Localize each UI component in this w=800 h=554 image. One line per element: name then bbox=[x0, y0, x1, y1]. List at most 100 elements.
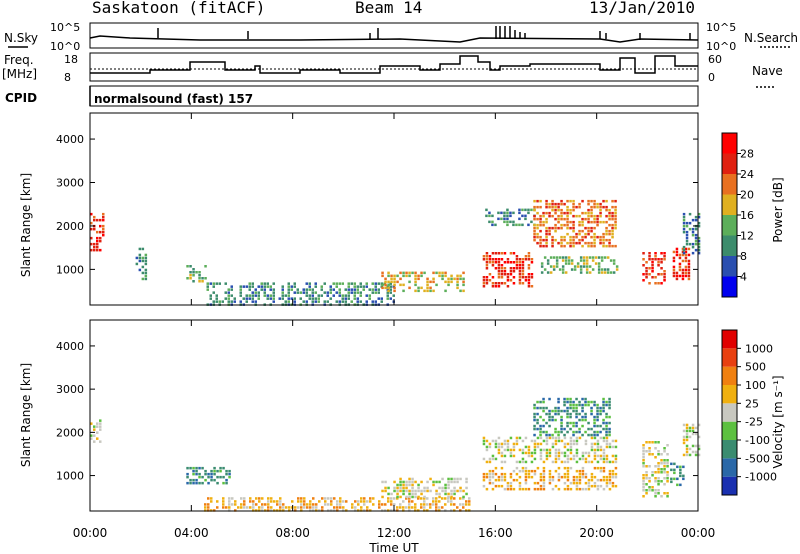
velocity-scatter-cell bbox=[551, 433, 554, 437]
velocity-scatter-cell bbox=[438, 480, 441, 484]
power-scatter-cell bbox=[503, 270, 507, 273]
velocity-scatter-cell bbox=[465, 492, 468, 496]
power-scatter-cell bbox=[506, 223, 509, 227]
power-scatter-cell bbox=[402, 274, 405, 278]
power-scatter-cell bbox=[263, 285, 266, 288]
power-scatter-cell bbox=[512, 252, 516, 255]
power-scatter-cell bbox=[524, 208, 527, 212]
velocity-scatter-cell bbox=[566, 442, 570, 446]
velocity-scatter-cell bbox=[596, 442, 600, 446]
power-scatter-cell bbox=[593, 214, 596, 218]
velocity-scatter-cell bbox=[441, 497, 444, 500]
velocity-scatter-cell bbox=[663, 477, 666, 480]
velocity-scatter-cell bbox=[500, 478, 504, 482]
power-tick-label: 4 bbox=[740, 271, 747, 284]
power-tick-label: 16 bbox=[740, 209, 754, 222]
power-scatter-cell bbox=[263, 294, 266, 297]
velocity-scatter-cell bbox=[578, 457, 582, 461]
power-scatter-cell bbox=[518, 211, 521, 215]
power-scatter-cell bbox=[518, 276, 522, 279]
velocity-scatter-cell bbox=[685, 423, 689, 427]
velocity-scatter-cell bbox=[602, 406, 605, 410]
velocity-scatter-cell bbox=[666, 465, 669, 468]
power-scatter-cell bbox=[697, 221, 701, 225]
power-scatter-cell bbox=[281, 294, 284, 297]
velocity-scatter-cell bbox=[405, 480, 408, 484]
power-scatter-cell bbox=[462, 271, 465, 275]
velocity-scatter-cell bbox=[694, 444, 698, 448]
power-scatter-cell bbox=[356, 300, 359, 303]
velocity-scatter-cell bbox=[488, 460, 492, 464]
velocity-scatter-cell bbox=[673, 477, 676, 481]
power-scatter-cell bbox=[600, 259, 604, 262]
velocity-scatter-cell bbox=[578, 403, 581, 407]
power-scatter-cell bbox=[485, 214, 488, 218]
power-scatter-cell bbox=[266, 294, 269, 297]
velocity-scatter-cell bbox=[408, 506, 411, 509]
power-scatter-cell bbox=[408, 286, 411, 290]
velocity-scatter-cell bbox=[408, 497, 411, 500]
power-scatter-cell bbox=[585, 262, 589, 265]
velocity-scatter-cell bbox=[411, 477, 414, 481]
velocity-scatter-cell bbox=[572, 475, 576, 479]
power-scatter-cell bbox=[518, 258, 522, 261]
velocity-scatter-cell bbox=[243, 500, 246, 503]
velocity-scatter-cell bbox=[605, 454, 609, 458]
velocity-scatter-cell bbox=[432, 500, 435, 503]
velocity-scatter-cell bbox=[654, 489, 657, 492]
power-scatter-cell bbox=[554, 202, 557, 206]
power-scatter-cell bbox=[359, 285, 362, 288]
power-scatter-cell bbox=[408, 274, 411, 278]
velocity-scatter-cell bbox=[488, 442, 492, 446]
power-scatter-cell bbox=[287, 294, 290, 297]
velocity-scatter-cell bbox=[590, 427, 593, 431]
power-scatter-cell bbox=[335, 300, 338, 303]
velocity-scatter-cell bbox=[593, 448, 597, 452]
power-scatter-cell bbox=[682, 251, 686, 255]
velocity-scatter-cell bbox=[676, 465, 679, 469]
power-scatter-cell bbox=[536, 199, 539, 203]
velocity-scatter-cell bbox=[279, 497, 282, 500]
power-scatter-cell bbox=[645, 273, 648, 276]
velocity-scatter-cell bbox=[584, 460, 588, 464]
power-scatter-cell bbox=[672, 274, 676, 278]
velocity-scatter-cell bbox=[399, 477, 402, 481]
power-scatter-cell bbox=[648, 255, 651, 258]
velocity-scatter-cell bbox=[312, 503, 315, 506]
velocity-scatter-cell bbox=[602, 403, 605, 407]
velocity-scatter-cell bbox=[560, 421, 563, 425]
velocity-scatter-cell bbox=[399, 483, 402, 487]
power-scatter-cell bbox=[569, 235, 572, 239]
power-scatter-cell bbox=[423, 289, 426, 293]
velocity-scatter-cell bbox=[258, 506, 261, 509]
velocity-scatter-cell bbox=[234, 509, 237, 512]
velocity-scatter-cell bbox=[554, 439, 558, 443]
velocity-scatter-cell bbox=[542, 475, 546, 479]
velocity-scatter-cell bbox=[426, 489, 429, 493]
power-scatter-cell bbox=[578, 220, 581, 224]
velocity-scatter-cell bbox=[309, 503, 312, 506]
velocity-scatter-cell bbox=[599, 469, 603, 473]
power-scatter-cell bbox=[539, 205, 542, 209]
velocity-scatter-cell bbox=[554, 454, 558, 458]
power-scatter-cell bbox=[672, 265, 676, 269]
power-scatter-cell bbox=[566, 205, 569, 209]
velocity-scatter-cell bbox=[533, 403, 536, 407]
velocity-scatter-cell bbox=[578, 478, 582, 482]
power-scatter-cell bbox=[99, 224, 102, 228]
velocity-scatter-cell bbox=[228, 497, 231, 500]
velocity-scatter-cell bbox=[593, 415, 596, 419]
velocity-scatter-cell bbox=[599, 406, 602, 410]
velocity-scatter-cell bbox=[432, 497, 435, 500]
power-scatter-cell bbox=[192, 274, 195, 277]
velocity-scatter-cell bbox=[542, 424, 545, 428]
power-scatter-cell bbox=[590, 211, 593, 215]
velocity-scatter-cell bbox=[673, 471, 676, 475]
power-scatter-cell bbox=[530, 285, 534, 288]
velocity-scatter-region-4 bbox=[482, 466, 618, 491]
power-scatter-cell bbox=[521, 258, 525, 261]
velocity-scatter-cell bbox=[605, 460, 609, 464]
velocity-scatter-cell bbox=[663, 450, 666, 453]
velocity-scatter-cell bbox=[608, 487, 612, 491]
velocity-scatter-cell bbox=[324, 500, 327, 503]
